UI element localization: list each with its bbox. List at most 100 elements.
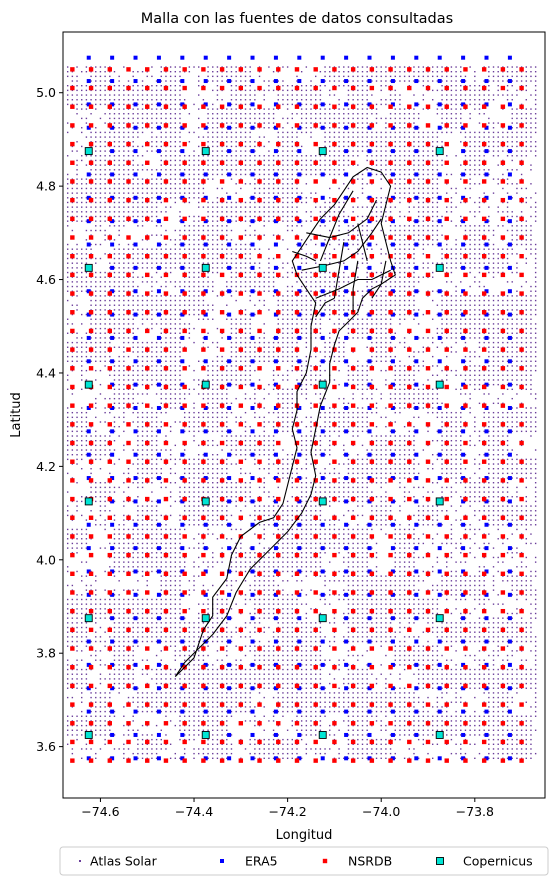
- atlas-solar-point: [268, 678, 270, 680]
- atlas-solar-point: [230, 271, 233, 274]
- atlas-solar-point: [188, 234, 191, 236]
- atlas-solar-point: [216, 622, 219, 624]
- atlas-solar-point: [216, 407, 219, 409]
- atlas-solar-point: [230, 239, 233, 241]
- atlas-solar-point: [109, 271, 111, 274]
- atlas-solar-point: [183, 673, 186, 675]
- atlas-solar-point: [268, 89, 270, 92]
- atlas-solar-point: [141, 603, 144, 605]
- atlas-solar-point: [141, 505, 144, 507]
- atlas-solar-point: [165, 463, 167, 465]
- atlas-solar-point: [123, 211, 125, 213]
- atlas-solar-point: [240, 332, 242, 334]
- atlas-solar-point: [137, 136, 139, 138]
- atlas-solar-point: [193, 267, 195, 269]
- atlas-solar-point: [123, 225, 125, 227]
- atlas-solar-point: [146, 117, 148, 120]
- atlas-solar-point: [118, 215, 120, 218]
- atlas-solar-point: [216, 295, 219, 297]
- atlas-solar-point: [244, 75, 247, 78]
- atlas-solar-point: [141, 379, 144, 381]
- atlas-solar-point: [155, 304, 158, 306]
- atlas-solar-point: [183, 463, 186, 465]
- atlas-solar-point: [109, 71, 111, 73]
- atlas-solar-point: [137, 561, 139, 563]
- atlas-solar-point: [268, 341, 270, 344]
- atlas-solar-point: [141, 556, 144, 559]
- atlas-solar-point: [221, 678, 223, 680]
- atlas-solar-point: [76, 346, 78, 348]
- atlas-solar-point: [216, 411, 219, 414]
- atlas-solar-point: [169, 645, 172, 647]
- atlas-solar-point: [193, 668, 195, 671]
- atlas-solar-point: [104, 150, 106, 152]
- atlas-solar-point: [263, 206, 265, 208]
- atlas-solar-point: [282, 379, 284, 381]
- atlas-solar-point: [212, 89, 214, 92]
- atlas-solar-point: [151, 383, 153, 386]
- atlas-solar-point: [141, 617, 144, 619]
- atlas-solar-point: [212, 472, 214, 475]
- atlas-solar-point: [99, 710, 102, 713]
- atlas-solar-point: [240, 383, 242, 386]
- atlas-solar-point: [240, 173, 242, 176]
- atlas-solar-point: [188, 323, 191, 325]
- atlas-solar-point: [160, 608, 162, 610]
- atlas-solar-point: [249, 636, 251, 638]
- atlas-solar-point: [202, 425, 205, 428]
- atlas-solar-point: [90, 94, 92, 96]
- atlas-solar-point: [202, 243, 205, 246]
- atlas-solar-point: [277, 472, 279, 475]
- atlas-solar-point: [155, 187, 158, 190]
- atlas-solar-point: [258, 346, 261, 348]
- atlas-solar-point: [212, 150, 214, 152]
- atlas-solar-point: [109, 650, 111, 652]
- atlas-solar-point: [258, 477, 261, 479]
- atlas-solar-point: [71, 271, 74, 274]
- atlas-solar-point: [202, 85, 205, 87]
- atlas-solar-point: [193, 748, 195, 750]
- atlas-solar-point: [183, 290, 186, 292]
- atlas-solar-point: [174, 127, 177, 129]
- atlas-solar-point: [235, 80, 237, 82]
- atlas-solar-point: [179, 542, 181, 545]
- atlas-solar-point: [244, 141, 247, 143]
- atlas-solar-point: [155, 743, 158, 745]
- atlas-solar-point: [212, 636, 214, 638]
- atlas-solar-point: [174, 393, 177, 395]
- atlas-solar-point: [258, 748, 261, 750]
- atlas-solar-point: [71, 636, 74, 638]
- atlas-solar-point: [109, 566, 111, 568]
- atlas-solar-point: [277, 533, 279, 535]
- atlas-solar-point: [123, 136, 125, 138]
- atlas-solar-point: [212, 239, 214, 241]
- atlas-solar-point: [132, 183, 134, 185]
- atlas-solar-point: [263, 566, 265, 568]
- atlas-solar-point: [249, 281, 251, 283]
- atlas-solar-point: [95, 127, 97, 129]
- atlas-solar-point: [76, 505, 78, 507]
- atlas-solar-point: [226, 369, 228, 372]
- atlas-solar-point: [249, 164, 251, 166]
- atlas-solar-point: [193, 173, 195, 176]
- atlas-solar-point: [71, 411, 74, 414]
- atlas-solar-point: [95, 131, 97, 134]
- atlas-solar-point: [118, 636, 120, 638]
- atlas-solar-point: [155, 89, 158, 92]
- atlas-solar-point: [263, 524, 265, 526]
- atlas-solar-point: [95, 603, 97, 605]
- atlas-solar-point: [118, 299, 120, 302]
- atlas-solar-point: [118, 435, 120, 437]
- atlas-solar-point: [207, 505, 209, 507]
- atlas-solar-point: [118, 645, 120, 647]
- atlas-solar-point: [244, 701, 247, 703]
- atlas-solar-point: [132, 192, 134, 194]
- atlas-solar-point: [76, 444, 78, 447]
- atlas-solar-point: [104, 229, 106, 232]
- atlas-solar-point: [193, 169, 195, 171]
- atlas-solar-point: [155, 206, 158, 208]
- atlas-solar-point: [137, 309, 139, 311]
- atlas-solar-point: [151, 538, 153, 540]
- atlas-solar-point: [155, 631, 158, 633]
- atlas-solar-point: [137, 430, 139, 433]
